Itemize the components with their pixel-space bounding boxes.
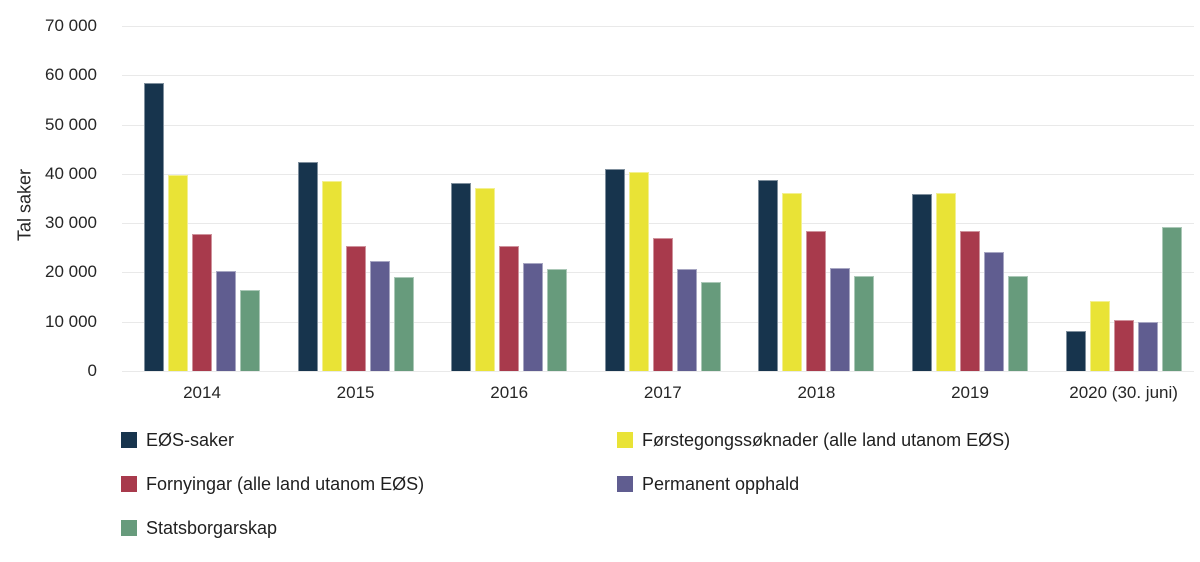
gridline-40000	[122, 173, 1194, 175]
x-axis-label-2017: 2017	[643, 383, 682, 402]
bar-series3-2015	[369, 260, 390, 371]
bar-series2-2019	[960, 230, 980, 371]
y-tick-label: 20 000	[45, 262, 97, 282]
bar-series2-2020	[1113, 319, 1134, 371]
x-axis-label-2014: 2014	[183, 383, 221, 402]
bar-series2-2014	[192, 233, 212, 371]
bar-series3-2018	[830, 268, 851, 371]
bar-series0-2020	[1065, 330, 1086, 371]
bar-series4-2018	[854, 275, 875, 371]
legend-label: Fornyingar (alle land utanom EØS)	[146, 473, 425, 494]
y-tick-label: 0	[87, 361, 97, 380]
legend-label: Permanent opphald	[642, 473, 800, 494]
gridline-30000	[122, 223, 1194, 225]
bar-series0-2015	[297, 161, 318, 371]
bar-series0-2014	[144, 83, 164, 371]
bar-series2-2015	[345, 246, 366, 371]
bar-series4-2017	[700, 281, 721, 371]
bar-series1-2019	[936, 193, 956, 371]
bar-series1-2020	[1089, 300, 1110, 371]
bar-series3-2019	[984, 252, 1004, 371]
bar-series1-2018	[782, 193, 803, 371]
x-axis-label-2015: 2015	[336, 383, 375, 402]
legend-label: Statsborgarskap	[146, 517, 278, 538]
gridline-0	[122, 371, 1194, 372]
x-axis-label-2020: 2020 (30. juni)	[1069, 383, 1178, 402]
legend-swatch-icon	[121, 520, 137, 536]
legend-label: EØS-saker	[146, 429, 235, 450]
legend-item-series4: Statsborgarskap	[121, 518, 617, 538]
bar-series1-2015	[321, 180, 342, 371]
legend-item-series3: Permanent opphald	[617, 474, 1121, 494]
bar-series4-2016	[547, 268, 568, 371]
bar-series2-2016	[499, 246, 520, 371]
bar-series4-2020	[1161, 227, 1182, 371]
x-axis-label-2019: 2019	[951, 383, 989, 402]
legend-swatch-icon	[617, 432, 633, 448]
legend-swatch-icon	[121, 476, 137, 492]
y-tick-label: 70 000	[45, 16, 97, 35]
bar-series4-2014	[240, 290, 260, 371]
bar-series0-2017	[604, 169, 625, 371]
y-axis-tick-labels: 0 10 000 20 000 30 000 40 000 50 000 60 000 70 …	[0, 16, 97, 380]
y-tick-label: 40 000	[45, 163, 97, 183]
bar-series1-2014	[168, 174, 188, 371]
bar-series0-2018	[758, 180, 779, 371]
bar-series3-2017	[676, 268, 697, 371]
bar-series1-2016	[475, 188, 496, 371]
legend-swatch-icon	[617, 476, 633, 492]
gridline-50000	[122, 124, 1194, 126]
x-axis-label-2016: 2016	[490, 383, 529, 402]
y-tick-label: 30 000	[45, 213, 97, 233]
gridline-60000	[122, 75, 1194, 77]
bar-series3-2014	[216, 270, 236, 371]
bar-series4-2019	[1008, 276, 1028, 371]
gridline-70000	[122, 26, 1194, 27]
legend-item-series0: EØS-saker	[121, 430, 617, 450]
legend-label: Førstegongssøknader (alle land utanom EØ…	[642, 429, 1011, 450]
bar-series1-2017	[628, 172, 649, 371]
plot-area: 2014 2015 2016 2017 2018 2019 2020 (30. juni)	[122, 26, 1194, 402]
bar-series2-2017	[652, 238, 673, 371]
y-tick-label: 10 000	[45, 311, 97, 331]
x-axis-label-2018: 2018	[797, 383, 836, 402]
bar-series4-2015	[393, 276, 414, 371]
bar-series3-2020	[1137, 322, 1158, 371]
legend: EØS-saker Førstegongssøknader (alle land …	[121, 430, 1121, 538]
legend-swatch-icon	[121, 432, 137, 448]
y-tick-label: 60 000	[45, 65, 97, 85]
bar-series2-2018	[806, 230, 827, 371]
bar-series3-2016	[523, 263, 544, 371]
bar-series0-2016	[451, 182, 472, 371]
y-tick-label: 50 000	[45, 114, 97, 134]
bar-series0-2019	[912, 193, 932, 371]
legend-item-series1: Førstegongssøknader (alle land utanom EØ…	[617, 430, 1121, 450]
legend-item-series2: Fornyingar (alle land utanom EØS)	[121, 474, 617, 494]
